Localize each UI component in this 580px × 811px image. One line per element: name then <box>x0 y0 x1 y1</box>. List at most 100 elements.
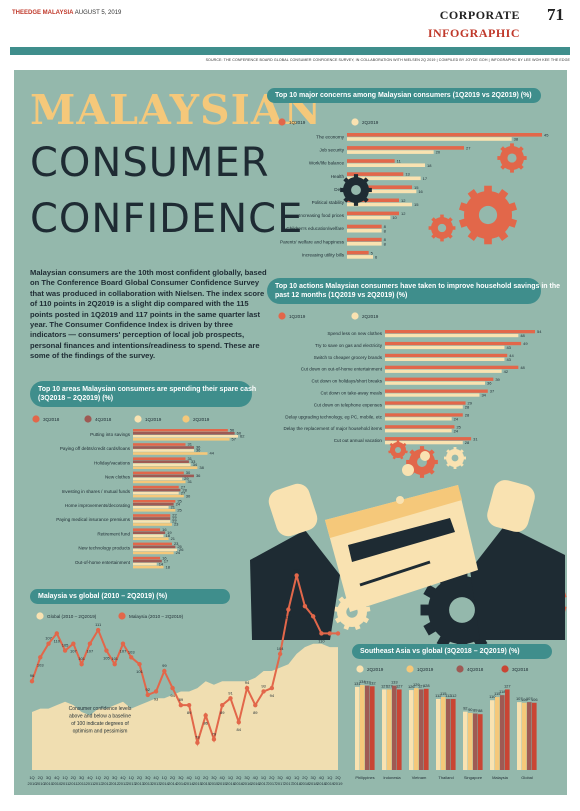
concerns-category-label: Parents' welfare and happiness <box>280 239 345 244</box>
line-chart-malaysia-point <box>29 679 35 684</box>
spare-cash-category-label: Home improvements/decorating <box>65 503 131 508</box>
line-chart-global-area <box>32 643 338 770</box>
line-chart-malaysia-point <box>228 696 233 701</box>
spare-cash-category-label: Putting into savings <box>90 432 131 437</box>
gear-icon-hole <box>437 223 447 233</box>
line-chart-x-tick: 2012 <box>119 781 129 786</box>
savings-value-2q2019: 28 <box>465 440 470 445</box>
gear-icon-tooth <box>440 214 444 220</box>
sea-chart-bar-4q2018 <box>473 713 478 770</box>
spare-cash-bar-1q2019 <box>133 477 183 481</box>
savings-value-1q2019: 29 <box>468 401 473 406</box>
spare-cash-value-3q2018: 23 <box>174 541 179 546</box>
savings-value-2q2019: 36 <box>487 381 492 386</box>
spare-cash-banner <box>30 381 252 407</box>
savings-category-label: Try to save on gas and electricity <box>315 343 383 348</box>
savings-bar-2q2019 <box>385 345 505 350</box>
title-line-2: CONSUMER <box>30 140 270 186</box>
sea-chart-category-label: Malaysia <box>492 775 509 780</box>
spare-cash-category-label: Paying medical insurance premiums <box>56 517 130 522</box>
line-chart-malaysia-point <box>302 603 308 609</box>
line-chart-x-tick: 2012 <box>110 781 120 786</box>
line-chart-malaysia-point <box>286 607 291 612</box>
savings-bar-1q2019 <box>385 365 519 369</box>
concerns-bar-2q2019 <box>347 176 421 181</box>
sea-chart-bar-1q2019 <box>495 697 500 770</box>
line-chart-x-tick: 3Q <box>79 775 84 780</box>
line-chart-malaysia-point <box>186 702 192 708</box>
sea-chart-value: 131 <box>354 681 361 686</box>
sea-chart-bar-4q2018 <box>500 695 505 770</box>
line-chart-x-tick: 2019 <box>325 781 335 786</box>
sea-chart-category-label: Philippines <box>355 775 374 780</box>
line-chart-x-tick: 2013 <box>135 781 145 786</box>
line-chart-point-label: 91 <box>228 690 233 695</box>
line-chart-malaysia-point <box>87 641 93 646</box>
sea-chart-bar-1q2019 <box>360 685 365 770</box>
concerns-value-2q2019: 17 <box>423 176 428 181</box>
sea-chart-bar-3q2018 <box>532 702 537 770</box>
sea-chart-category-label: Vietnam <box>412 775 427 780</box>
concerns-value-2q2019: 6 <box>375 255 378 260</box>
spare-cash-bar-3q2018 <box>133 556 161 560</box>
line-chart-x-tick: 2015 <box>209 781 219 786</box>
spare-cash-value-1q2019: 29 <box>184 476 189 481</box>
line-chart-x-tick: 3Q <box>311 775 316 780</box>
line-chart-banner <box>30 589 230 604</box>
spare-cash-legend-label: 3Q2018 <box>43 417 60 422</box>
concerns-value-1q2019: 11 <box>397 159 402 164</box>
gear-icon <box>388 440 408 460</box>
gear-icon-hole <box>478 205 498 225</box>
gear-icon-tooth <box>510 167 514 173</box>
sea-chart-category-label: Thailand <box>438 775 453 780</box>
concerns-value-1q2019: 27 <box>466 146 471 151</box>
line-chart-malaysia-point <box>327 631 332 636</box>
line-chart-malaysia-point <box>162 668 167 674</box>
line-chart-malaysia-point <box>244 685 250 691</box>
spare-cash-category-label: Retirement fund <box>97 531 130 536</box>
source-line: SOURCE: THE CONFERENCE BOARD GLOBAL CONS… <box>205 58 570 62</box>
spare-cash-value-4q2018: 60 <box>237 431 242 436</box>
spare-cash-bar-4q2018 <box>133 545 176 549</box>
concerns-bar-2q2019 <box>347 242 382 246</box>
gear-icon-tooth <box>353 200 359 206</box>
line-chart-x-tick: 2010 <box>52 781 62 786</box>
concerns-category-label: Health <box>331 174 345 179</box>
concerns-bar-1q2019 <box>347 198 399 203</box>
savings-bar-2q2019 <box>385 357 505 361</box>
publication-name: THEEDGE MALAYSIA <box>12 10 74 16</box>
savings-bar-1q2019 <box>385 413 463 417</box>
savings-legend-label: 1Q2019 <box>289 314 306 319</box>
line-chart-point-label: 89 <box>179 697 184 702</box>
savings-bar-1q2019 <box>385 401 466 405</box>
line-chart-note: optimism and pessimism <box>73 729 128 735</box>
sea-chart-bar-3q2018 <box>397 689 402 770</box>
line-chart-point-label: 105 <box>62 643 69 648</box>
gear-icon-hole <box>394 446 402 454</box>
sea-chart-value: 90 <box>468 707 473 712</box>
savings-value-1q2019: 37 <box>490 389 495 394</box>
concerns-value-1q2019: 12 <box>401 211 406 216</box>
savings-bar-1q2019 <box>385 437 472 441</box>
spare-cash-value-1q2019: 27 <box>181 490 186 495</box>
sea-chart-bar-1q2019 <box>468 712 473 770</box>
spare-cash-bar-1q2019 <box>133 463 191 466</box>
line-chart-malaysia-point <box>145 692 150 698</box>
spare-cash-value-2q2019: 30 <box>186 493 191 498</box>
sea-chart-value: 128 <box>423 683 430 688</box>
line-chart-x-tick: 2011 <box>69 781 78 786</box>
spare-cash-legend-label: 1Q2019 <box>145 417 162 422</box>
spare-cash-bar-3q2018 <box>133 471 184 475</box>
spare-cash-legend-swatch <box>134 415 142 423</box>
line-chart-point-label: 127 <box>293 567 300 572</box>
sea-chart-value: 127 <box>386 683 393 688</box>
spare-cash-bar-1q2019 <box>133 562 157 566</box>
line-chart-x-tick: 3Q <box>277 775 282 780</box>
line-chart-x-tick: 1Q <box>327 775 332 780</box>
concerns-value-2q2019: 16 <box>418 189 423 194</box>
sea-chart-legend-label: 4Q2018 <box>467 667 484 672</box>
line-chart-x-tick: 2017 <box>267 781 277 786</box>
line-chart-x-tick: 2Q <box>104 775 109 780</box>
concerns-value-2q2019: 38 <box>514 137 519 142</box>
